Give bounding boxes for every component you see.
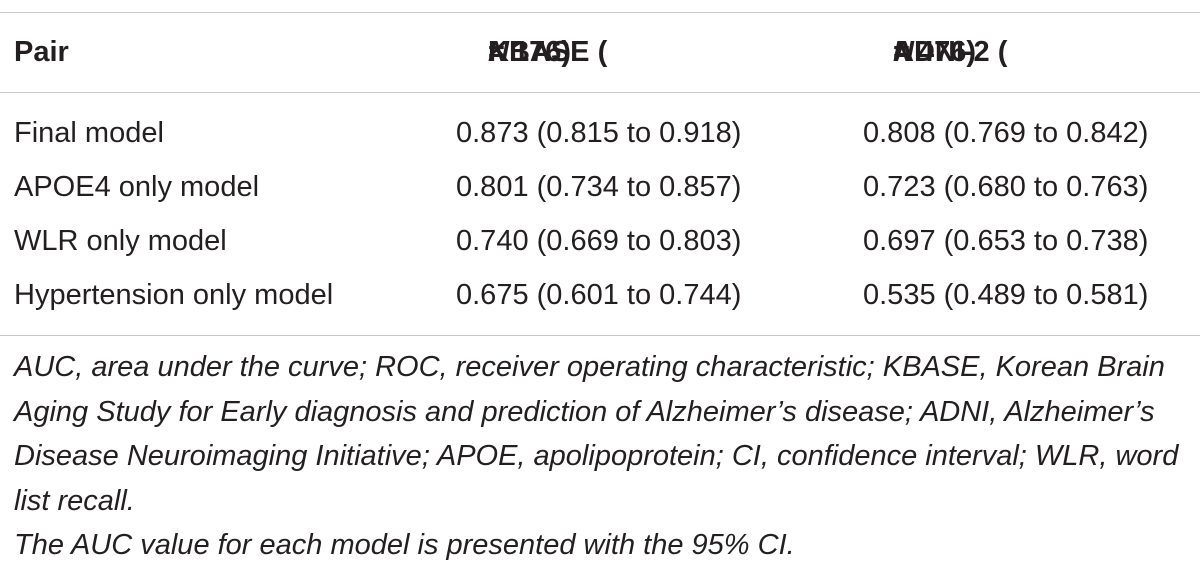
table-row: APOE4 only model 0.801 (0.734 to 0.857) … xyxy=(0,161,1200,213)
header-rule xyxy=(0,92,1200,93)
row-adni-value: 0.808 (0.769 to 0.842) xyxy=(863,117,1149,149)
row-adni-value: 0.535 (0.489 to 0.581) xyxy=(863,279,1149,311)
row-kbase-value: 0.873 (0.815 to 0.918) xyxy=(456,117,742,149)
abbreviations-footnote: AUC, area under the curve; ROC, receiver… xyxy=(14,351,1179,517)
table-row: Hypertension only model 0.675 (0.601 to … xyxy=(0,269,1200,321)
header-adni-suffix: = 476) xyxy=(893,36,977,68)
table-row: WLR only model 0.740 (0.669 to 0.803) 0.… xyxy=(0,215,1200,267)
table-header-row: Pair KBASE (N = 176) ADNI-2 (N = 476) xyxy=(0,26,1200,78)
table-row: Final model 0.873 (0.815 to 0.918) 0.808… xyxy=(0,107,1200,159)
header-adni-n: N xyxy=(893,36,914,68)
row-kbase-value: 0.675 (0.601 to 0.744) xyxy=(456,279,742,311)
bottom-rule xyxy=(0,335,1200,336)
header-kbase-n: N xyxy=(488,36,509,68)
header-adni-prefix: ADNI-2 ( xyxy=(893,36,1008,68)
row-pair: WLR only model xyxy=(14,225,227,257)
row-kbase-value: 0.740 (0.669 to 0.803) xyxy=(456,225,742,257)
row-pair: Final model xyxy=(14,117,164,149)
row-adni-value: 0.723 (0.680 to 0.763) xyxy=(863,171,1149,203)
row-pair: Hypertension only model xyxy=(14,279,334,311)
table-footnotes: AUC, area under the curve; ROC, receiver… xyxy=(14,345,1190,568)
top-rule xyxy=(0,12,1200,13)
header-kbase-suffix: = 176) xyxy=(488,36,572,68)
row-adni-value: 0.697 (0.653 to 0.738) xyxy=(863,225,1149,257)
row-pair: APOE4 only model xyxy=(14,171,260,203)
ci-footnote: The AUC value for each model is presente… xyxy=(14,529,795,561)
header-pair: Pair xyxy=(14,36,69,68)
header-kbase-prefix: KBASE ( xyxy=(488,36,608,68)
row-kbase-value: 0.801 (0.734 to 0.857) xyxy=(456,171,742,203)
